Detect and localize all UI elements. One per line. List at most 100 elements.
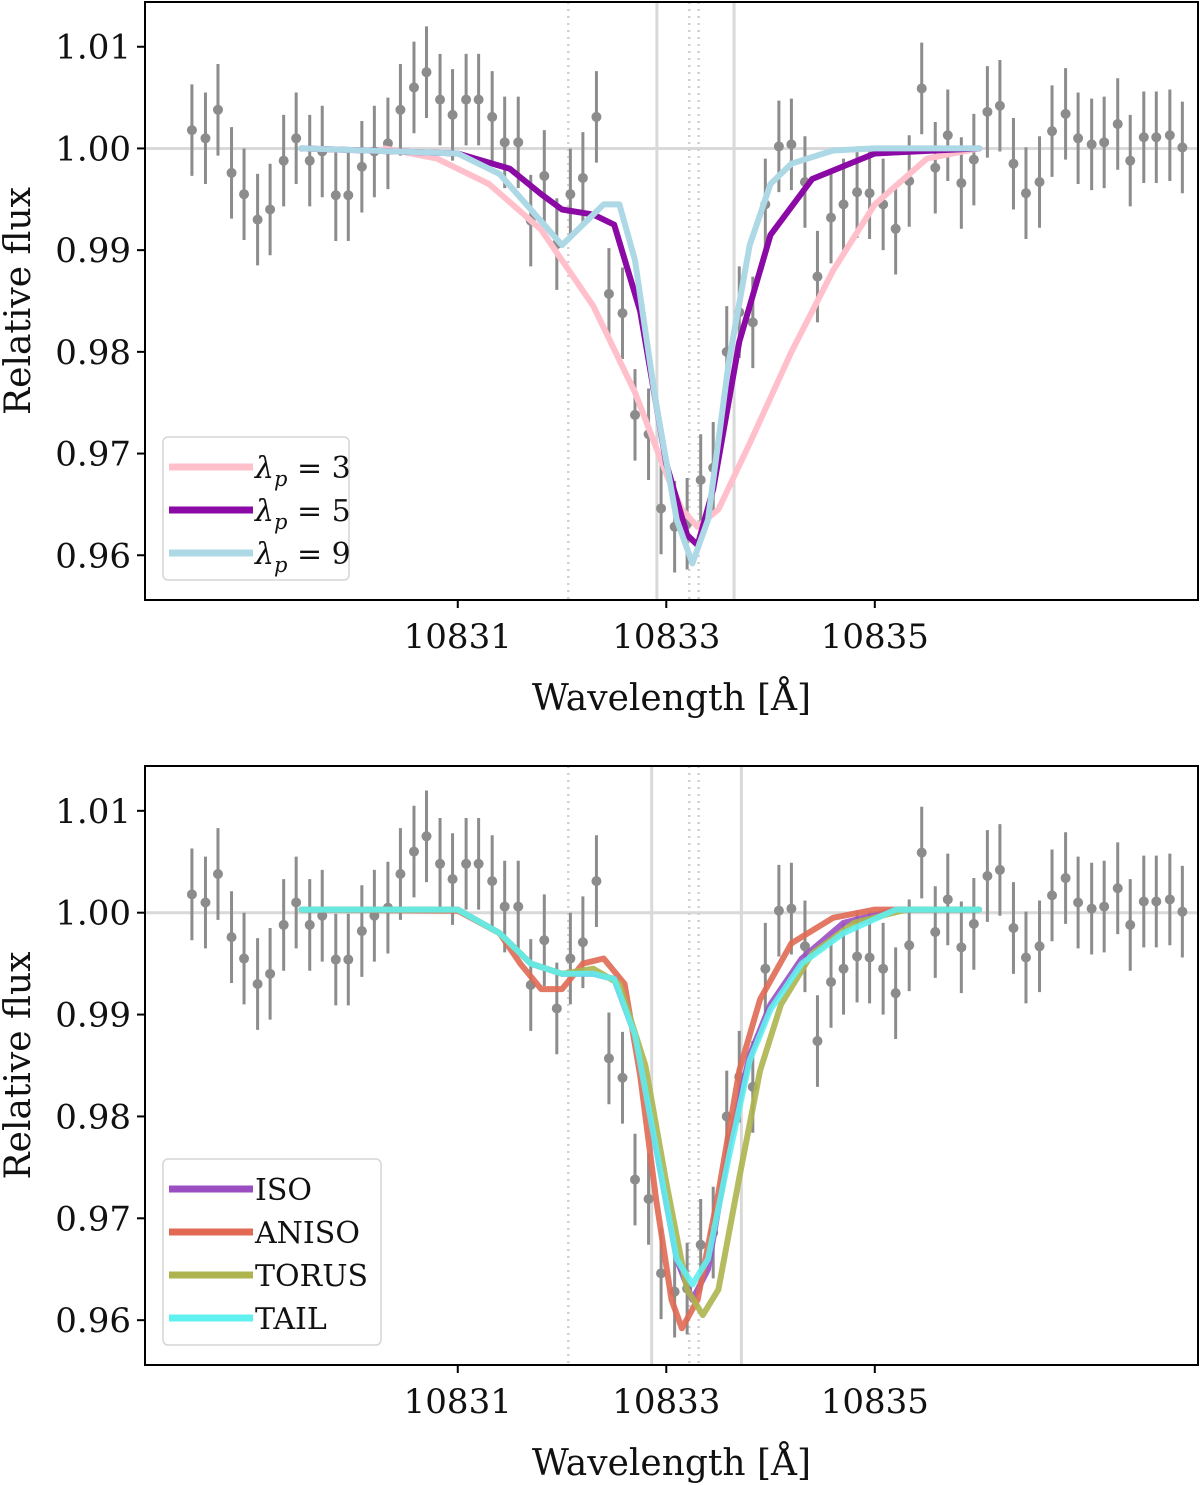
data-point <box>838 963 849 974</box>
data-point <box>395 104 406 115</box>
data-point <box>212 104 223 115</box>
data-point <box>200 897 211 908</box>
y-tick-label: 0.99 <box>55 996 131 1036</box>
y-tick-label: 1.01 <box>55 792 131 832</box>
data-point <box>408 82 419 93</box>
plot-frame <box>144 765 1199 1366</box>
data-point <box>343 190 354 201</box>
data-point <box>904 940 915 951</box>
data-point <box>890 988 901 999</box>
data-point <box>603 288 614 299</box>
series-line <box>298 145 983 549</box>
data-point <box>395 868 406 879</box>
data-point <box>838 199 849 210</box>
data-point <box>539 170 550 181</box>
series-line <box>298 145 983 567</box>
x-tick-label: 10833 <box>612 1382 720 1422</box>
data-point <box>447 874 458 885</box>
data-point <box>773 141 784 152</box>
data-point <box>982 106 993 117</box>
data-point <box>435 94 446 105</box>
data-point <box>421 831 432 842</box>
data-point <box>252 979 263 990</box>
data-point <box>356 926 367 937</box>
plot-frame <box>144 1 1199 601</box>
y-tick-label: 0.97 <box>55 1199 131 1239</box>
data-point <box>291 897 302 908</box>
data-point <box>447 109 458 120</box>
data-point <box>1073 897 1084 908</box>
data-point <box>916 847 927 858</box>
data-point <box>565 189 576 200</box>
data-point <box>890 223 901 234</box>
data-point <box>473 94 484 105</box>
legend-box <box>162 436 350 581</box>
data-point <box>591 876 602 887</box>
data-point <box>408 846 419 857</box>
data-point <box>1138 132 1149 143</box>
data-point <box>461 94 472 105</box>
data-point <box>577 937 588 948</box>
data-point <box>539 935 550 946</box>
data-point <box>1008 158 1019 169</box>
data-point <box>916 83 927 94</box>
data-point <box>513 901 524 912</box>
data-point <box>812 1036 823 1047</box>
data-point <box>291 133 302 144</box>
data-point <box>826 212 837 223</box>
data-point <box>1020 952 1031 963</box>
bottom-panel: 0.96 0.97 0.98 0.99 1.00 1.01 10831 10833 10835W… <box>0 765 1199 1484</box>
y-tick-label: 0.97 <box>55 435 131 475</box>
data-point <box>826 976 837 987</box>
data-point <box>200 133 211 144</box>
y-tick-label: 1.00 <box>55 129 131 169</box>
data-point <box>252 214 263 225</box>
data-point <box>1086 903 1097 914</box>
data-point <box>1099 137 1110 148</box>
data-point <box>942 130 953 141</box>
data-point <box>265 968 276 979</box>
data-point <box>565 953 576 964</box>
legend-label: λp = 9 <box>254 537 351 577</box>
data-point <box>278 919 289 930</box>
data-point <box>982 871 993 882</box>
series-line <box>298 906 983 1303</box>
data-point <box>1112 883 1123 894</box>
data-point <box>1060 108 1071 119</box>
data-point <box>773 905 784 916</box>
legend-label: ISO <box>255 1173 312 1208</box>
data-point <box>930 927 941 938</box>
data-point <box>551 1003 562 1014</box>
y-axis-label: Relative flux <box>0 952 39 1180</box>
legend: λp = 3λp = 5λp = 9 <box>162 436 351 581</box>
data-point <box>747 317 758 328</box>
data-point <box>864 952 875 963</box>
data-point <box>1177 142 1188 153</box>
data-point <box>630 409 641 420</box>
legend-label: λp = 5 <box>254 494 351 534</box>
data-point <box>786 139 797 150</box>
legend-label: ANISO <box>254 1216 360 1251</box>
data-point <box>1047 890 1058 901</box>
data-point <box>317 910 328 921</box>
data-point <box>186 125 197 136</box>
data-point <box>1151 132 1162 143</box>
y-tick-label: 0.96 <box>55 536 131 576</box>
data-point <box>1060 873 1071 884</box>
data-point <box>473 858 484 869</box>
y-tick-label: 1.00 <box>55 894 131 934</box>
top-panel: 0.96 0.97 0.98 0.99 1.00 1.01 10831 10833 10835W… <box>0 1 1199 719</box>
data-point <box>226 932 237 943</box>
data-point <box>603 1053 614 1064</box>
data-point <box>1177 906 1188 917</box>
data-point <box>239 189 250 200</box>
data-point <box>617 1072 628 1083</box>
data-point <box>577 172 588 183</box>
series-line <box>298 906 983 1319</box>
data-point <box>760 963 771 974</box>
data-point <box>499 137 510 148</box>
x-tick-label: 10831 <box>404 1382 512 1422</box>
data-point <box>630 1174 641 1185</box>
data-point <box>852 187 863 198</box>
x-axis-label: Wavelength [Å] <box>532 1442 811 1484</box>
